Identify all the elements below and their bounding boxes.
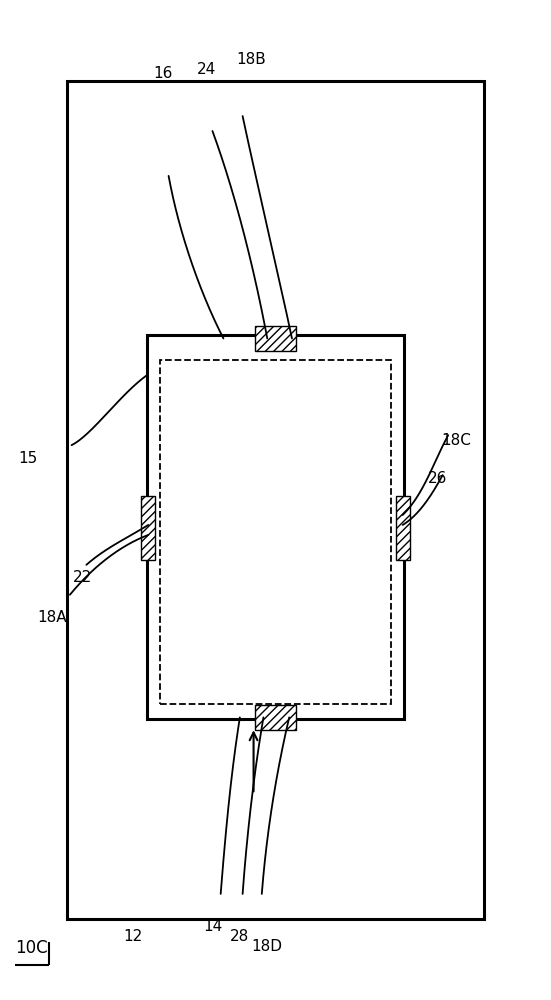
Text: 24: 24 [197,62,217,77]
Text: 15: 15 [18,451,37,466]
Bar [142,496,155,560]
Text: 18B: 18B [236,52,266,67]
Text: 18D: 18D [252,939,283,954]
Bar [160,360,391,704]
Text: 28: 28 [230,929,250,944]
Text: 26: 26 [428,471,447,486]
Text: 12: 12 [123,929,143,944]
Text: 14: 14 [203,919,222,934]
Bar [396,496,409,560]
Bar [255,326,296,351]
Bar [147,335,404,719]
Text: 18A: 18A [37,610,67,625]
Text: 22: 22 [73,570,92,585]
Text: 16: 16 [153,66,173,81]
Bar [67,81,484,919]
Text: 10C: 10C [15,939,48,957]
Text: 18C: 18C [441,433,471,448]
Bar [255,705,296,730]
